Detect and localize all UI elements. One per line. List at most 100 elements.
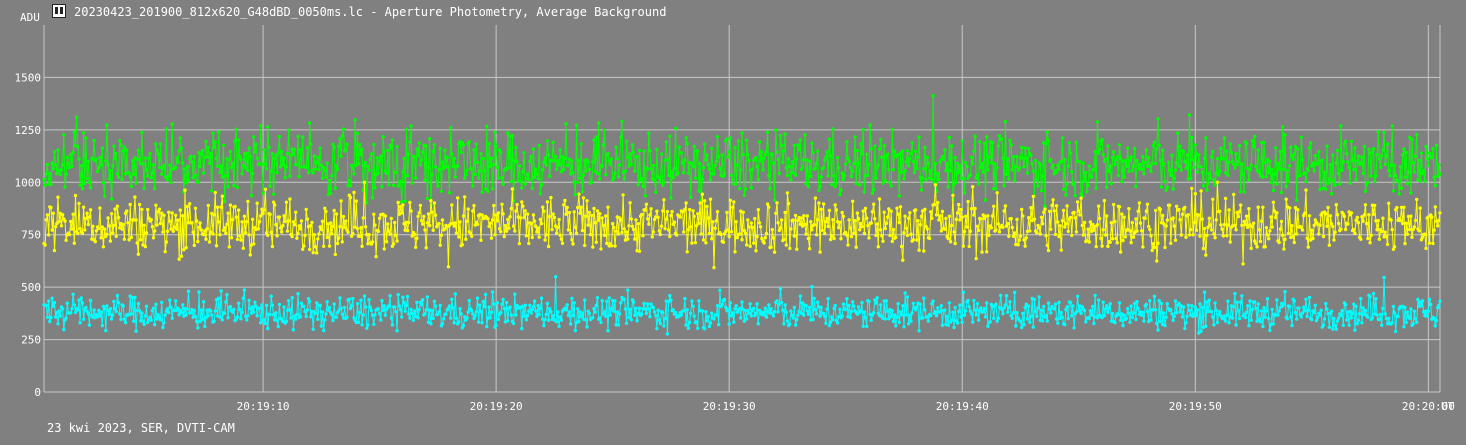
data-point [858, 228, 862, 232]
data-point [59, 224, 64, 228]
data-point [466, 207, 470, 211]
data-point [898, 205, 903, 209]
data-point [856, 217, 861, 221]
data-point [1256, 302, 1260, 306]
data-point [1258, 320, 1263, 324]
data-point [459, 150, 463, 155]
data-point [274, 153, 278, 157]
data-point [1121, 238, 1125, 243]
data-point [955, 321, 960, 325]
data-point [176, 218, 180, 222]
data-point [1098, 147, 1102, 152]
data-point [1059, 248, 1064, 252]
data-point [1163, 179, 1167, 184]
y-tick-label: 1250 [15, 124, 42, 137]
data-point [57, 309, 61, 313]
data-point [1411, 160, 1415, 165]
data-point [867, 236, 871, 240]
data-point [599, 320, 603, 325]
data-point [1124, 316, 1129, 320]
data-point [63, 219, 67, 223]
data-point [680, 210, 685, 214]
data-point [805, 309, 809, 313]
data-point [810, 285, 814, 289]
data-point [362, 294, 367, 298]
data-point [1187, 113, 1192, 117]
data-point [94, 157, 99, 161]
data-point [69, 152, 73, 157]
data-point [1269, 180, 1273, 184]
data-point [1039, 215, 1044, 219]
data-point [431, 316, 435, 321]
data-point [211, 131, 215, 135]
data-point [72, 130, 77, 134]
data-point [1054, 204, 1059, 208]
data-point [1086, 183, 1090, 187]
data-point [208, 230, 213, 234]
data-point [617, 163, 622, 167]
data-point [345, 315, 349, 319]
data-point [319, 227, 323, 232]
data-point [359, 226, 363, 230]
data-point [402, 156, 406, 161]
data-point [412, 232, 417, 236]
data-point [1209, 155, 1214, 159]
data-point [527, 309, 531, 313]
data-point [1207, 216, 1212, 220]
data-point [821, 166, 826, 170]
data-point [922, 249, 926, 253]
data-point [931, 299, 935, 303]
data-point [1127, 207, 1131, 211]
data-point [609, 244, 614, 248]
data-point [425, 221, 430, 225]
data-point [796, 313, 800, 317]
data-point [826, 296, 830, 301]
data-point [732, 320, 736, 324]
data-point [393, 305, 397, 309]
data-point [1123, 235, 1128, 239]
data-point [1255, 245, 1259, 249]
data-point [612, 225, 616, 230]
data-point [1154, 208, 1158, 213]
data-point [185, 204, 189, 209]
data-point [113, 306, 117, 311]
data-point [1025, 171, 1030, 175]
data-point [788, 322, 792, 326]
data-point [1036, 306, 1040, 310]
data-point [118, 139, 122, 143]
data-point [572, 210, 576, 214]
data-point [985, 250, 989, 254]
data-point [1191, 157, 1195, 162]
data-point [369, 308, 374, 313]
data-point [1383, 162, 1387, 166]
data-point [506, 131, 510, 135]
data-point [814, 162, 819, 166]
data-point [200, 148, 205, 153]
data-point [867, 162, 871, 167]
data-point [1169, 173, 1173, 178]
data-point [358, 234, 362, 238]
data-point [167, 210, 171, 214]
data-point [1119, 318, 1123, 322]
data-point [308, 299, 312, 304]
data-point [820, 228, 825, 233]
data-point [957, 171, 961, 175]
data-point [1230, 316, 1235, 320]
data-point [44, 303, 48, 307]
data-point [624, 139, 629, 144]
data-point [584, 214, 588, 218]
data-point [1272, 172, 1277, 176]
data-point [612, 309, 616, 313]
data-point [790, 160, 794, 164]
data-point [48, 319, 52, 324]
data-point [1418, 179, 1422, 183]
data-point [735, 163, 739, 167]
data-point [143, 314, 148, 318]
data-point [1222, 222, 1227, 227]
data-point [969, 207, 974, 211]
data-point [1199, 165, 1203, 169]
data-point [294, 317, 298, 321]
data-point [206, 203, 210, 208]
data-point [1355, 215, 1360, 220]
data-point [930, 216, 934, 220]
